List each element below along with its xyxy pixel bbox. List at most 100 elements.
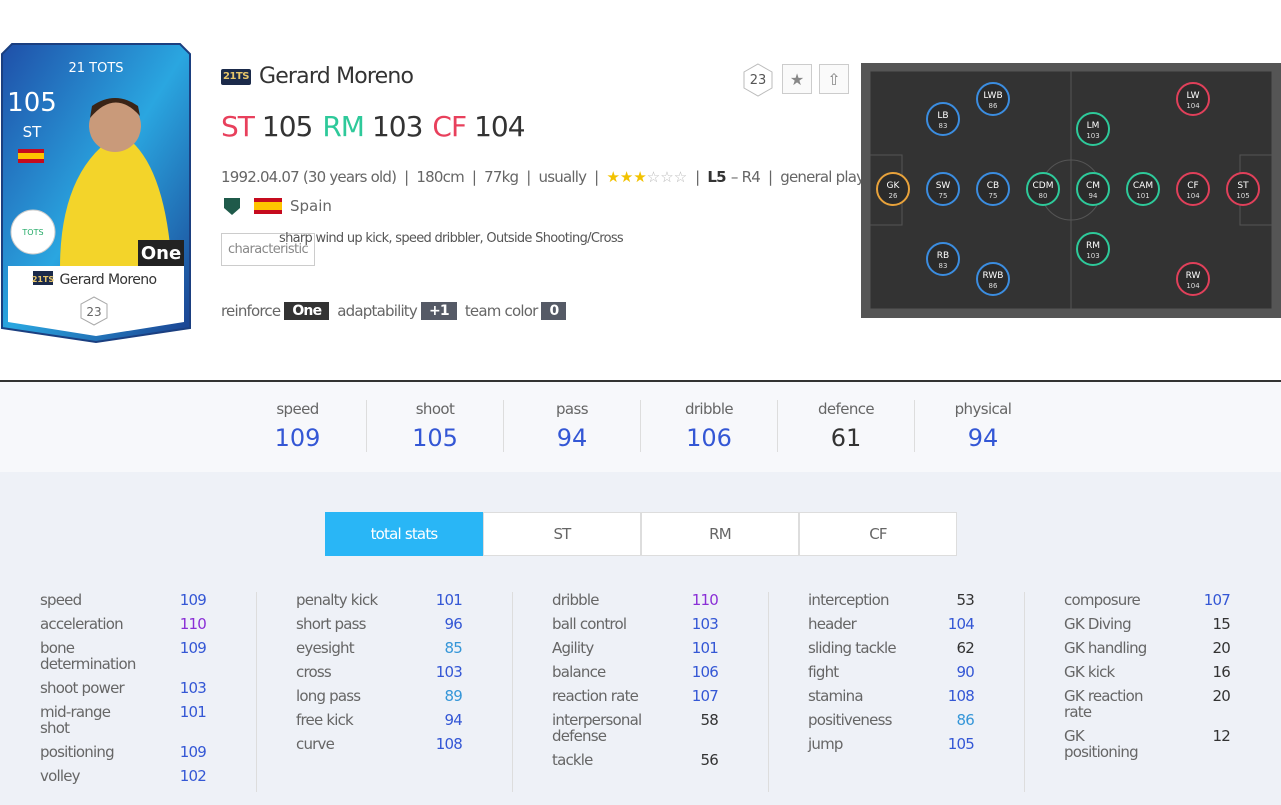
summary-item: defence 61 [777, 400, 914, 452]
player-type: general player [780, 168, 879, 186]
stat-value: 101 [179, 703, 207, 721]
position-circle [926, 242, 960, 276]
tab[interactable]: total stats [325, 512, 483, 556]
position-value: 26 [889, 192, 898, 200]
star: ☆ [673, 168, 688, 186]
stat-label: interception [808, 591, 890, 609]
club-logo [10, 209, 56, 255]
stat-label: volley [40, 767, 81, 785]
stat-label: GK Diving [1064, 615, 1132, 633]
share-button[interactable]: ⇧ [819, 64, 849, 94]
stat-value: 107 [691, 687, 719, 705]
stat-label: tackle [552, 751, 593, 769]
summary-value: 94 [967, 424, 999, 452]
controls: reinforce One adaptability +1 team color 0 [221, 302, 574, 320]
position-label: RWB [983, 271, 1004, 281]
info-line: 1992.04.07 (30 years old) | 180cm | 77kg | usu… [221, 168, 879, 186]
stat-label: Agility [552, 639, 594, 657]
stat-value: 58 [700, 711, 719, 729]
stat-row: volley 102 [40, 768, 256, 784]
position-circle [1076, 232, 1110, 266]
card-badge: One [141, 243, 181, 264]
position-label: RW [1186, 271, 1201, 281]
stat-value: 96 [444, 615, 463, 633]
stat-label: mid-range shot [40, 703, 111, 737]
stat-row: positioning 109 [40, 744, 256, 760]
stat-value: 89 [444, 687, 463, 705]
position-label: CB [987, 181, 999, 191]
stat-row: short pass 96 [296, 616, 512, 632]
position-circle [1176, 172, 1210, 206]
tag-bg [33, 271, 53, 285]
position-label: LB [937, 111, 948, 121]
stat-value: 103 [435, 663, 463, 681]
position-value: 80 [1039, 192, 1048, 200]
reinforce-label: reinforce [221, 302, 281, 320]
summary-label: pass [556, 400, 589, 418]
position-circle [1226, 172, 1260, 206]
stat-label: curve [296, 735, 335, 753]
tab[interactable]: ST [483, 512, 641, 556]
player-hair [90, 98, 140, 118]
position-circle [1076, 112, 1110, 146]
position-label: CDM [1033, 181, 1054, 191]
position-value: 75 [989, 192, 998, 200]
stat-value: 53 [956, 591, 975, 609]
stat-row: GK Diving 15 [1064, 616, 1281, 632]
stat-row: balance 106 [552, 664, 768, 680]
position-label: RM [1086, 241, 1100, 251]
position-value: 86 [989, 102, 998, 110]
team-color-label: team color [464, 302, 538, 320]
tab[interactable]: CF [799, 512, 957, 556]
reinforce[interactable]: One [284, 302, 330, 320]
stat-value: 56 [700, 751, 719, 769]
summary-label: shoot [415, 400, 455, 418]
adaptability[interactable]: +1 [420, 302, 457, 320]
stat-label: bone determination [40, 639, 136, 673]
summary-value: 94 [556, 424, 588, 452]
position-circle [1176, 82, 1210, 116]
card-position: ST [23, 123, 43, 141]
stat-row: acceleration 110 [40, 616, 256, 632]
position-ovr: 105 [261, 110, 313, 143]
nation-row: Spain [222, 196, 332, 216]
stat-row: jump 105 [808, 736, 1024, 752]
favorite-button[interactable]: ★ [782, 64, 812, 94]
stat-label: acceleration [40, 615, 124, 633]
stat-label: stamina [808, 687, 864, 705]
stat-row: tackle 56 [552, 752, 768, 768]
stat-row: Agility 101 [552, 640, 768, 656]
stat-label: shoot power [40, 679, 125, 697]
position-value: 104 [1186, 102, 1200, 110]
position-value: 75 [939, 192, 948, 200]
stat-row: fight 90 [808, 664, 1024, 680]
tab[interactable]: RM [641, 512, 799, 556]
stat-value: 101 [435, 591, 463, 609]
stat-value: 12 [1212, 727, 1231, 745]
position-circle [926, 172, 960, 206]
stat-value: 101 [691, 639, 719, 657]
characteristic-label[interactable]: characteristic [221, 233, 316, 266]
stat-row: curve 108 [296, 736, 512, 752]
stat-value: 110 [179, 615, 207, 633]
stat-row: speed 109 [40, 592, 256, 608]
position-value: 103 [1086, 252, 1099, 260]
stat-value: 105 [947, 735, 975, 753]
position-name: CF [432, 110, 467, 143]
position-ovr: 104 [474, 110, 525, 143]
summary-item: pass 94 [503, 400, 640, 452]
stat-row: header 104 [808, 616, 1024, 632]
team-color[interactable]: 0 [541, 302, 567, 320]
card-season-tag: 21TS [32, 275, 55, 284]
position-label: CM [1086, 181, 1100, 191]
stat-label: interpersonal defense [552, 711, 642, 745]
stat-label: balance [552, 663, 606, 681]
stat-label: sliding tackle [808, 639, 897, 657]
stat-row: dribble 110 [552, 592, 768, 608]
summary-item: dribble 106 [640, 400, 777, 452]
stat-row: long pass 89 [296, 688, 512, 704]
stat-value: 110 [691, 591, 719, 609]
stat-value: 104 [947, 615, 975, 633]
divider [0, 380, 1281, 382]
